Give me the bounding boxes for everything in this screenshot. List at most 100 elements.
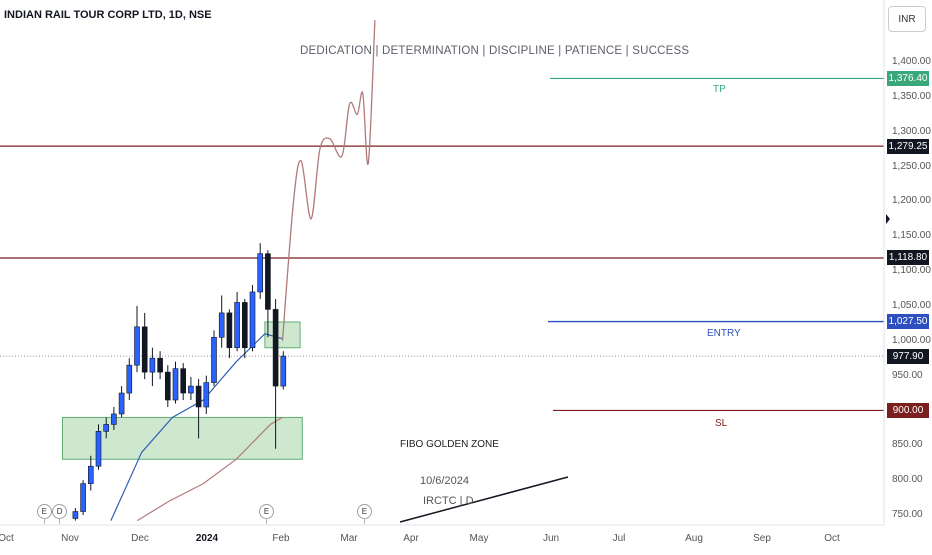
moving-averages-layer <box>110 333 283 522</box>
y-tick-label: 1,350.00 <box>892 90 931 102</box>
candle-body <box>126 364 133 394</box>
x-tick-label: Feb <box>272 533 290 544</box>
earnings-may-badge[interactable]: E <box>259 504 274 519</box>
candles-layer <box>72 243 287 521</box>
candle <box>257 243 264 299</box>
y-tick-label: 1,400.00 <box>892 56 931 67</box>
candle <box>95 424 102 470</box>
candle <box>141 312 148 380</box>
y-tick-label: 1,200.00 <box>892 195 931 207</box>
candle <box>265 250 271 338</box>
candle <box>111 406 117 430</box>
candle-body <box>118 392 125 415</box>
ticker-annotation: IRCTC | D <box>423 495 474 507</box>
projection-path <box>281 20 376 341</box>
ma-short-line <box>110 333 283 521</box>
candle-body <box>272 309 279 387</box>
x-tick-label: Nov <box>61 533 79 544</box>
candle-body <box>234 302 240 349</box>
entry-price-tag: 1,027.50 <box>887 314 929 330</box>
x-tick-label: 2024 <box>195 533 219 544</box>
tp-price-tag: 1,376.40 <box>887 70 929 86</box>
candle-body <box>195 385 202 408</box>
x-tick-label: Jul <box>612 533 626 544</box>
last-price-price-tag: 977.90 <box>887 348 929 364</box>
candle-body <box>88 465 94 484</box>
candle-body <box>257 253 264 293</box>
candle-body <box>180 368 186 394</box>
x-tick-label: Jun <box>542 533 560 544</box>
candle-body <box>111 413 117 425</box>
candle <box>218 295 225 348</box>
candle <box>88 455 94 491</box>
fibo-golden-zone <box>62 416 303 460</box>
candle <box>118 386 125 418</box>
candle-body <box>188 385 194 394</box>
y-tick-label: 850.00 <box>892 439 923 451</box>
candle <box>165 365 171 407</box>
date-annotation: 10/6/2024 <box>420 475 469 487</box>
candle <box>234 291 240 352</box>
event-stem <box>363 518 365 524</box>
candle-body <box>211 336 217 383</box>
tagline: DEDICATION | DETERMINATION | DISCIPLINE … <box>300 45 690 57</box>
event-stem <box>59 518 61 524</box>
candle-body <box>172 368 179 401</box>
candle <box>126 358 133 401</box>
scroll-right-arrow-icon[interactable] <box>886 214 890 224</box>
earnings-nov-badge[interactable]: E <box>36 504 52 519</box>
candle <box>72 508 79 521</box>
candle-body <box>242 302 248 349</box>
x-tick-label: Mar <box>340 533 358 544</box>
y-tick-label: 1,300.00 <box>892 125 931 137</box>
candle-body <box>226 312 233 349</box>
candle <box>103 417 109 439</box>
y-tick-label: 800.00 <box>892 474 923 486</box>
tp-label: TP <box>713 84 726 95</box>
candle <box>149 347 156 387</box>
symbol-title: INDIAN RAIL TOUR CORP LTD, 1D, NSE <box>4 9 212 21</box>
stop-loss-price-tag: 900.00 <box>887 402 929 418</box>
candle-body <box>165 371 171 401</box>
ma-long-line <box>136 416 283 522</box>
candle <box>226 309 233 359</box>
currency-selector[interactable]: INR <box>888 6 926 32</box>
y-tick-label: 1,250.00 <box>892 160 931 172</box>
trend-stroke <box>399 476 569 523</box>
candle-body <box>249 291 256 349</box>
y-tick-label: 1,150.00 <box>892 230 931 242</box>
x-tick-label: Apr <box>403 533 419 544</box>
earnings-aug-badge[interactable]: E <box>356 504 372 519</box>
resistance-high-price-tag: 1,279.25 <box>887 138 929 154</box>
candle-body <box>265 253 271 310</box>
entry-label: ENTRY <box>707 328 741 339</box>
y-tick-label: 1,100.00 <box>892 265 931 277</box>
candle-body <box>95 431 102 467</box>
candle-body <box>80 483 86 512</box>
candle <box>80 480 86 515</box>
candle <box>188 377 194 401</box>
candle <box>195 379 202 439</box>
candle <box>280 351 287 390</box>
candle <box>157 351 163 380</box>
candle <box>249 285 256 352</box>
x-tick-label: Oct <box>0 533 14 544</box>
x-tick-label: Oct <box>824 533 840 544</box>
candle-body <box>203 382 210 408</box>
candle <box>203 375 210 414</box>
candle-body <box>149 357 156 373</box>
event-stem <box>43 518 45 524</box>
y-tick-label: 1,000.00 <box>892 334 931 346</box>
x-tick-label: Dec <box>131 533 149 544</box>
candle <box>272 298 279 449</box>
candle <box>211 330 217 387</box>
candle-body <box>72 511 79 519</box>
x-tick-label: Aug <box>685 533 703 544</box>
candle <box>180 363 186 401</box>
candle-body <box>141 326 148 373</box>
levels-layer <box>0 77 884 412</box>
x-tick-label: Sep <box>753 533 771 544</box>
candle-body <box>218 312 225 338</box>
